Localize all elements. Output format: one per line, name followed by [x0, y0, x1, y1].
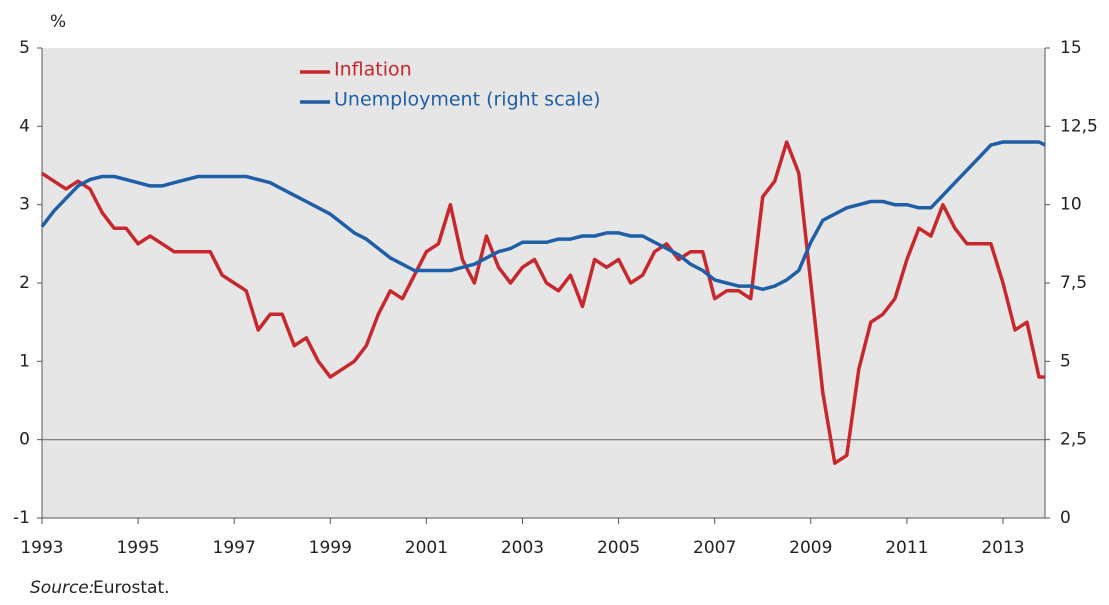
y2-tick-label: 10: [1060, 195, 1082, 215]
source: Eurostat.: [93, 578, 170, 598]
y-unit-label: %: [50, 12, 66, 32]
y-tick-label: 1: [19, 351, 30, 371]
x-tick-label: 2005: [597, 538, 640, 558]
y-tick-label: 4: [19, 116, 30, 136]
legend-label: Inflation: [334, 59, 412, 81]
x-tick-label: 1999: [309, 538, 352, 558]
y-tick-label: 3: [19, 195, 30, 215]
x-tick-label: 2009: [789, 538, 832, 558]
series-line: [41, 140, 1045, 465]
x-tick-label: 2003: [501, 538, 544, 558]
y2-tick-label: 7,5: [1060, 273, 1087, 293]
y-tick-label: 2: [19, 273, 30, 293]
series-line: [40, 140, 1046, 292]
y2-tick-label: 12,5: [1060, 116, 1098, 136]
y-tick-label: 0: [19, 430, 30, 450]
y2-tick-label: 5: [1060, 351, 1071, 371]
x-tick-label: 1993: [20, 538, 63, 558]
x-tick-label: 1995: [116, 538, 159, 558]
y2-tick-label: 0: [1060, 508, 1071, 528]
legend-label: Unemployment (right scale): [334, 89, 601, 111]
y2-tick-label: 2,5: [1060, 430, 1087, 450]
x-tick-label: 2001: [405, 538, 448, 558]
x-tick-label: 1997: [213, 538, 256, 558]
source-label: Source:: [30, 578, 95, 598]
y-tick-label: 5: [19, 38, 30, 58]
plot-area: [42, 48, 1045, 518]
x-tick-label: 2013: [981, 538, 1024, 558]
y-tick-label: -1: [13, 508, 30, 528]
y2-tick-label: 15: [1060, 38, 1082, 58]
x-tick-label: 2007: [693, 538, 736, 558]
x-tick-label: 2011: [885, 538, 928, 558]
